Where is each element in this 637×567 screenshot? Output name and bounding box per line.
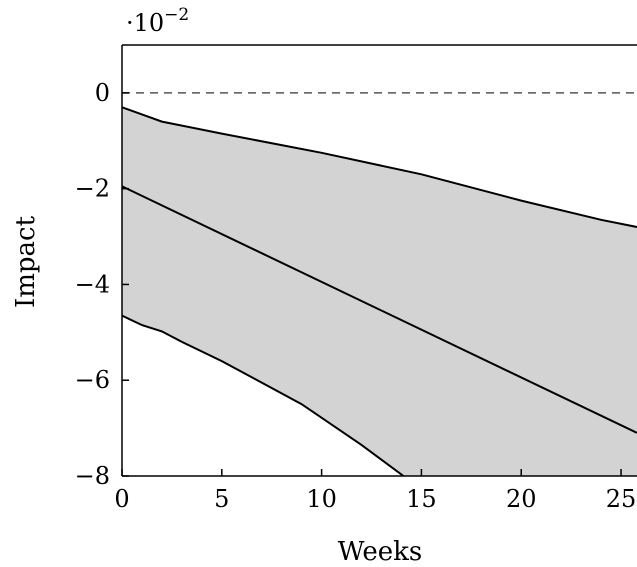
confidence-band (122, 107, 637, 476)
y-tick-label: −8 (75, 462, 110, 490)
x-axis-ticks: 0 5 10 15 20 25 (114, 469, 636, 513)
upper-bound-line (122, 106, 637, 228)
y-tick-label: −6 (75, 366, 110, 394)
x-tick-label: 0 (114, 485, 129, 513)
center-estimate-line (122, 185, 637, 434)
y-scale-factor: ·10−2 (126, 5, 189, 37)
y-tick-label: −4 (75, 270, 110, 298)
y-tick-label: −2 (75, 175, 110, 203)
x-tick-label: 15 (406, 485, 437, 513)
x-axis-title: Weeks (338, 537, 422, 567)
y-axis-title: Impact (11, 215, 41, 308)
x-tick-label: 20 (506, 485, 537, 513)
x-tick-label: 5 (214, 485, 229, 513)
y-scale-base: ·10 (126, 9, 164, 37)
x-tick-label: 10 (306, 485, 337, 513)
x-tick-label: 25 (606, 485, 637, 513)
y-scale-exponent: −2 (164, 5, 189, 25)
lower-bound-line (122, 314, 405, 476)
y-tick-label: 0 (95, 79, 110, 107)
y-axis-ticks: 0 −2 −4 −6 −8 (75, 79, 129, 490)
